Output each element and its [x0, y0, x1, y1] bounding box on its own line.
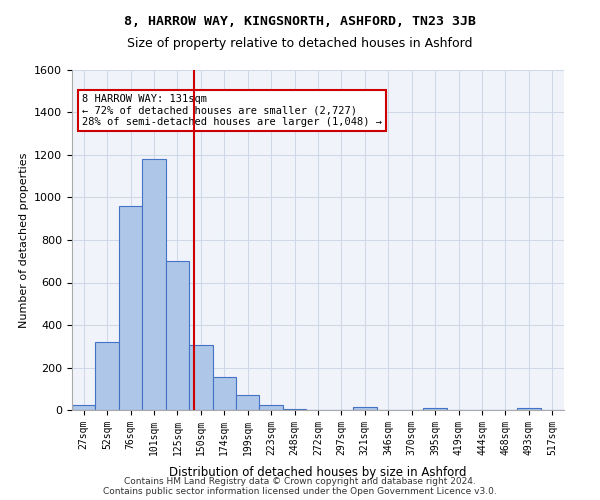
Bar: [353, 407, 377, 410]
Text: 8, HARROW WAY, KINGSNORTH, ASHFORD, TN23 3JB: 8, HARROW WAY, KINGSNORTH, ASHFORD, TN23…: [124, 15, 476, 28]
X-axis label: Distribution of detached houses by size in Ashford: Distribution of detached houses by size …: [169, 466, 467, 479]
Text: 8 HARROW WAY: 131sqm
← 72% of detached houses are smaller (2,727)
28% of semi-de: 8 HARROW WAY: 131sqm ← 72% of detached h…: [82, 94, 382, 127]
Text: Contains HM Land Registry data © Crown copyright and database right 2024.: Contains HM Land Registry data © Crown c…: [124, 478, 476, 486]
Text: Contains public sector information licensed under the Open Government Licence v3: Contains public sector information licen…: [103, 488, 497, 496]
Bar: [212, 377, 236, 410]
Bar: [142, 159, 166, 410]
Bar: [166, 261, 189, 410]
Bar: [517, 408, 541, 410]
Bar: [259, 404, 283, 410]
Bar: [95, 342, 119, 410]
Bar: [72, 404, 95, 410]
Text: Size of property relative to detached houses in Ashford: Size of property relative to detached ho…: [127, 38, 473, 51]
Bar: [283, 409, 306, 410]
Bar: [119, 206, 142, 410]
Bar: [424, 408, 447, 410]
Y-axis label: Number of detached properties: Number of detached properties: [19, 152, 29, 328]
Bar: [189, 345, 212, 410]
Bar: [236, 395, 259, 410]
